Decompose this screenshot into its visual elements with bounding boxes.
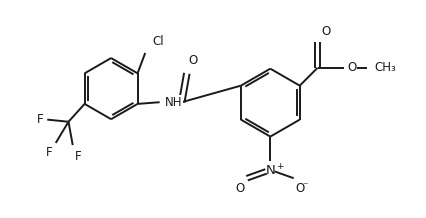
Text: Cl: Cl (153, 35, 164, 48)
Text: O: O (189, 54, 198, 67)
Text: O: O (322, 25, 331, 38)
Text: +: + (276, 162, 283, 171)
Text: CH₃: CH₃ (374, 61, 396, 74)
Text: O: O (347, 61, 357, 74)
Text: F: F (46, 146, 52, 159)
Text: NH: NH (165, 96, 183, 109)
Text: N: N (265, 164, 275, 177)
Text: F: F (36, 113, 43, 126)
Text: F: F (75, 150, 81, 163)
Text: O: O (296, 182, 305, 196)
Text: ⁻: ⁻ (302, 181, 308, 191)
Text: O: O (236, 182, 245, 196)
